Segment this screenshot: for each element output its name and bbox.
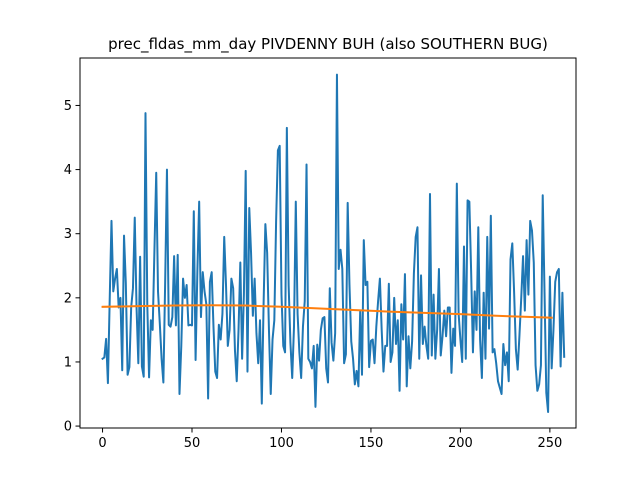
series-layer	[101, 73, 566, 413]
x-tick-label: 250	[537, 436, 562, 451]
y-tick-label: 3	[64, 227, 72, 242]
x-tick-label: 150	[359, 436, 384, 451]
y-tick-label: 4	[64, 163, 72, 178]
chart-title: prec_fldas_mm_day PIVDENNY BUH (also SOU…	[108, 35, 548, 54]
y-tick-label: 1	[64, 355, 72, 370]
series-line-1	[101, 73, 566, 413]
x-tick-label: 200	[448, 436, 473, 451]
y-tick-label: 5	[64, 99, 72, 114]
axes-layer: 0 50 100 150 200 250 0 1 2 3 4 5	[64, 57, 577, 451]
y-tick-label: 2	[64, 291, 72, 306]
y-tick-label: 0	[64, 420, 72, 435]
x-tick-label: 100	[269, 436, 294, 451]
axes-frame	[79, 57, 577, 429]
x-tick-label: 0	[98, 436, 106, 451]
x-tick-label: 50	[184, 436, 201, 451]
series-line-2	[101, 304, 553, 319]
